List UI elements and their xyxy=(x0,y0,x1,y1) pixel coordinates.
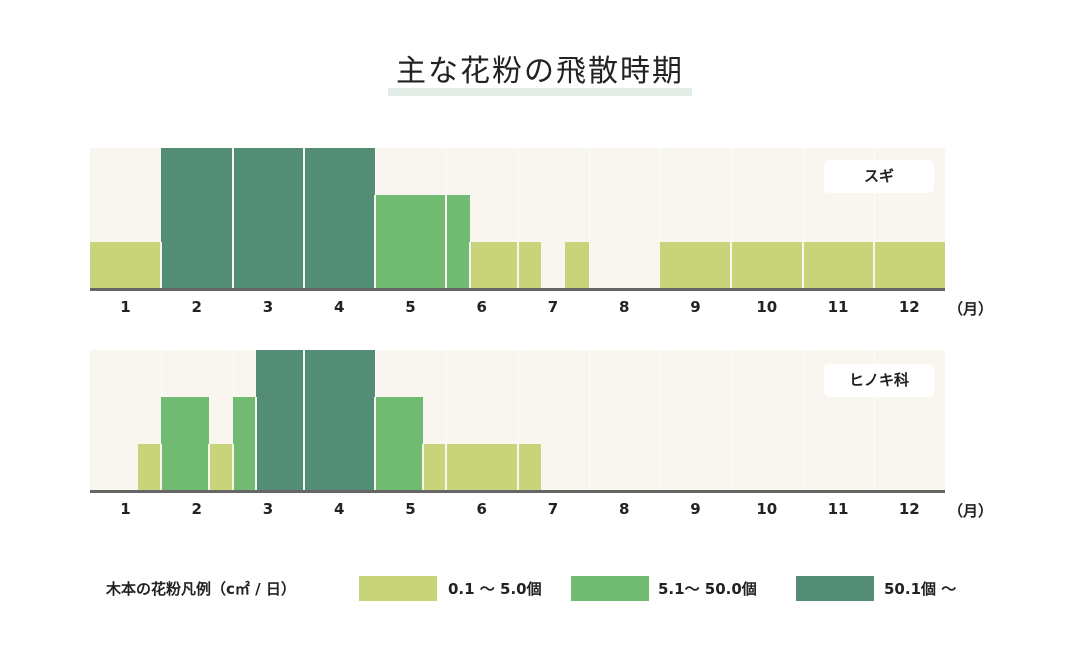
title-underline xyxy=(388,88,692,96)
segment-separator xyxy=(421,444,424,492)
month-label-2: 2 xyxy=(191,298,202,316)
month-label-2: 2 xyxy=(191,500,202,518)
chart-title: 主な花粉の飛散時期 xyxy=(388,52,692,96)
month-label-11: 11 xyxy=(827,500,849,518)
month-label-11: 11 xyxy=(827,298,849,316)
gridline xyxy=(517,350,519,492)
month-label-10: 10 xyxy=(756,500,778,518)
gridline xyxy=(660,148,661,290)
month-label-9: 9 xyxy=(690,500,701,518)
gridline xyxy=(731,350,733,492)
month-label-8: 8 xyxy=(619,500,630,518)
gridline xyxy=(873,350,875,492)
month-separator xyxy=(730,242,733,290)
month-label-1: 1 xyxy=(120,500,131,518)
pollen-bar-level-1 xyxy=(565,242,589,290)
gridline xyxy=(731,148,733,290)
month-separator xyxy=(516,444,519,492)
gridline xyxy=(446,350,448,492)
legend-title: 木本の花粉凡例（c㎡ / 日） xyxy=(106,580,296,598)
month-label-6: 6 xyxy=(476,500,487,518)
chart-title-text: 主な花粉の飛散時期 xyxy=(396,54,684,89)
month-unit-label: （月） xyxy=(948,300,994,318)
legend-swatch-mid xyxy=(571,576,649,601)
gridline xyxy=(802,148,804,290)
gridline xyxy=(873,148,875,290)
month-label-5: 5 xyxy=(405,298,416,316)
month-label-12: 12 xyxy=(898,298,920,316)
pollen-bar-level-1 xyxy=(422,444,541,492)
pollen-bar-level-1 xyxy=(469,242,541,290)
month-label-3: 3 xyxy=(262,500,274,518)
segment-separator xyxy=(160,444,163,492)
segment-separator xyxy=(160,242,163,290)
month-separator xyxy=(302,148,305,290)
legend-swatch-high xyxy=(796,576,874,601)
segment-separator xyxy=(231,444,234,492)
pollen-bar-level-3 xyxy=(161,148,375,290)
month-separator xyxy=(516,242,519,290)
legend-swatch-low xyxy=(359,576,437,601)
month-separator xyxy=(302,350,305,492)
segment-separator xyxy=(255,397,257,492)
pollen-bar-level-1 xyxy=(137,444,162,492)
segment-separator xyxy=(468,242,471,290)
month-separator xyxy=(445,195,448,290)
month-label-8: 8 xyxy=(619,298,630,316)
hinoki-badge: ヒノキ科 xyxy=(824,364,934,397)
month-label-7: 7 xyxy=(547,500,559,518)
sugi-chart xyxy=(90,148,945,290)
legend-label-low: 0.1 〜 5.0個 xyxy=(448,580,542,598)
gridline xyxy=(588,148,590,290)
hinoki-x-axis xyxy=(90,490,945,493)
segment-separator xyxy=(374,397,376,492)
month-separator xyxy=(231,148,234,290)
month-label-1: 1 xyxy=(120,298,131,316)
pollen-bar-level-2 xyxy=(232,397,256,492)
hinoki-chart xyxy=(90,350,945,492)
gridline xyxy=(802,350,804,492)
month-label-4: 4 xyxy=(334,298,345,316)
pollen-bar-level-1 xyxy=(208,444,233,492)
month-label-7: 7 xyxy=(547,298,559,316)
pollen-bar-level-2 xyxy=(375,195,470,290)
pollen-bar-level-1 xyxy=(90,242,162,290)
month-label-10: 10 xyxy=(756,298,778,316)
month-label-12: 12 xyxy=(898,500,920,518)
gridline xyxy=(660,350,661,492)
month-label-5: 5 xyxy=(405,500,416,518)
sugi-x-axis xyxy=(90,288,945,291)
gridline xyxy=(588,350,590,492)
month-separator xyxy=(445,444,448,492)
month-label-3: 3 xyxy=(262,298,274,316)
month-separator xyxy=(801,242,804,290)
month-label-6: 6 xyxy=(476,298,487,316)
chart-title-wrap: 主な花粉の飛散時期 xyxy=(0,52,1080,96)
month-unit-label: （月） xyxy=(948,502,994,520)
pollen-bar-level-2 xyxy=(375,397,423,492)
month-label-9: 9 xyxy=(690,298,701,316)
pollen-bar-level-3 xyxy=(256,350,375,492)
legend-label-high: 50.1個 〜 xyxy=(884,580,957,598)
pollen-bar-level-2 xyxy=(161,397,209,492)
segment-separator xyxy=(374,195,376,290)
gridline xyxy=(517,148,519,290)
month-separator xyxy=(872,242,875,290)
segment-separator xyxy=(207,444,210,492)
month-label-4: 4 xyxy=(334,500,345,518)
sugi-badge: スギ xyxy=(824,160,934,193)
legend-label-mid: 5.1〜 50.0個 xyxy=(658,580,757,598)
